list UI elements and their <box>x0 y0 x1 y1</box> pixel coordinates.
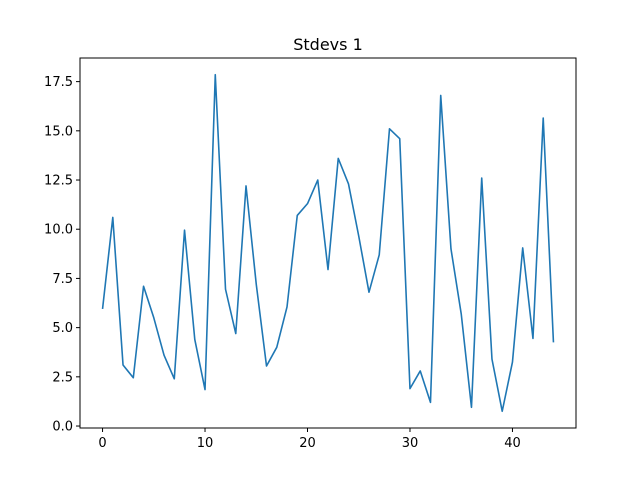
y-tick-label: 17.5 <box>44 75 73 90</box>
x-tick-label: 0 <box>98 436 106 451</box>
plot-frame <box>79 57 577 429</box>
y-tick-label: 2.5 <box>52 370 73 385</box>
y-tick-label: 10.0 <box>44 223 73 238</box>
y-tick-label: 5.0 <box>52 321 73 336</box>
x-tick-label: 10 <box>197 436 214 451</box>
series-line <box>101 73 555 413</box>
y-tick-label: 12.5 <box>44 174 73 189</box>
y-tick-label: 15.0 <box>44 124 73 139</box>
chart-title: Stdevs 1 <box>293 35 363 54</box>
y-tick-label: 7.5 <box>52 272 73 287</box>
x-tick-label: 20 <box>299 436 316 451</box>
x-tick-label: 30 <box>402 436 419 451</box>
x-tick-label: 40 <box>504 436 521 451</box>
y-tick-label: 0.0 <box>52 420 73 435</box>
